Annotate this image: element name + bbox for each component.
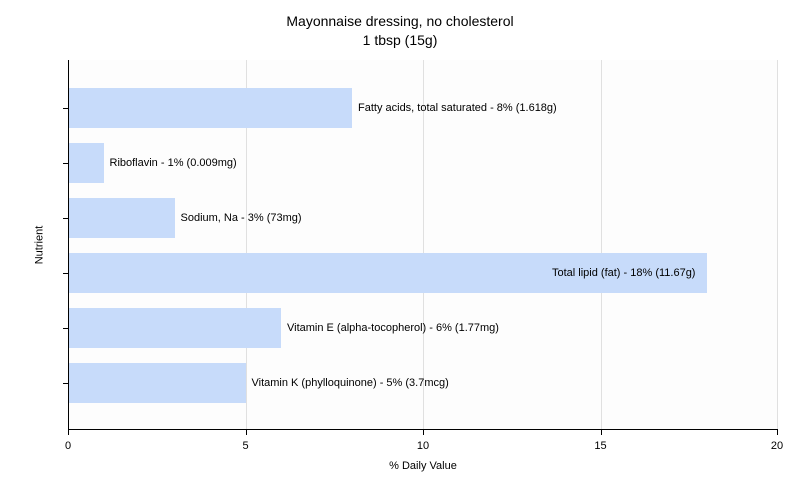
x-tick-label-0: 0 (65, 440, 71, 452)
gridline (777, 60, 778, 430)
bar-label-sodium: Sodium, Na - 3% (73mg) (175, 198, 302, 238)
x-tick (246, 430, 247, 435)
x-tick (423, 430, 424, 435)
x-axis-label: % Daily Value (68, 460, 778, 472)
x-tick-label-20: 20 (771, 440, 783, 452)
x-tick-label-10: 10 (417, 440, 429, 452)
gridline (601, 60, 602, 430)
plot-area: Fatty acids, total saturated - 8% (1.618… (68, 60, 778, 430)
bar-label-total-lipid: Total lipid (fat) - 18% (11.67g) (546, 253, 695, 293)
bar-sodium (68, 198, 175, 238)
chart-title: Mayonnaise dressing, no cholesterol 1 tb… (0, 12, 800, 50)
bar-label-riboflavin: Riboflavin - 1% (0.009mg) (104, 143, 237, 183)
chart-container: Mayonnaise dressing, no cholesterol 1 tb… (0, 0, 800, 500)
bar-label-vitamin-k: Vitamin K (phylloquinone) - 5% (3.7mcg) (246, 363, 449, 403)
bar-saturated-fat (68, 88, 352, 128)
x-tick-label-15: 15 (594, 440, 606, 452)
bar-label-vitamin-e: Vitamin E (alpha-tocopherol) - 6% (1.77m… (281, 308, 499, 348)
x-tick-label-5: 5 (242, 440, 248, 452)
plot-border-left (68, 60, 69, 430)
x-tick (777, 430, 778, 435)
bar-vitamin-e (68, 308, 281, 348)
bar-vitamin-k (68, 363, 246, 403)
title-line2: 1 tbsp (15g) (363, 32, 438, 48)
y-axis-label: Nutrient (33, 226, 45, 265)
bar-riboflavin (68, 143, 104, 183)
x-tick (601, 430, 602, 435)
plot-border-bottom (68, 429, 778, 430)
title-line1: Mayonnaise dressing, no cholesterol (286, 13, 513, 29)
x-tick (68, 430, 69, 435)
bar-label-saturated-fat: Fatty acids, total saturated - 8% (1.618… (352, 88, 557, 128)
